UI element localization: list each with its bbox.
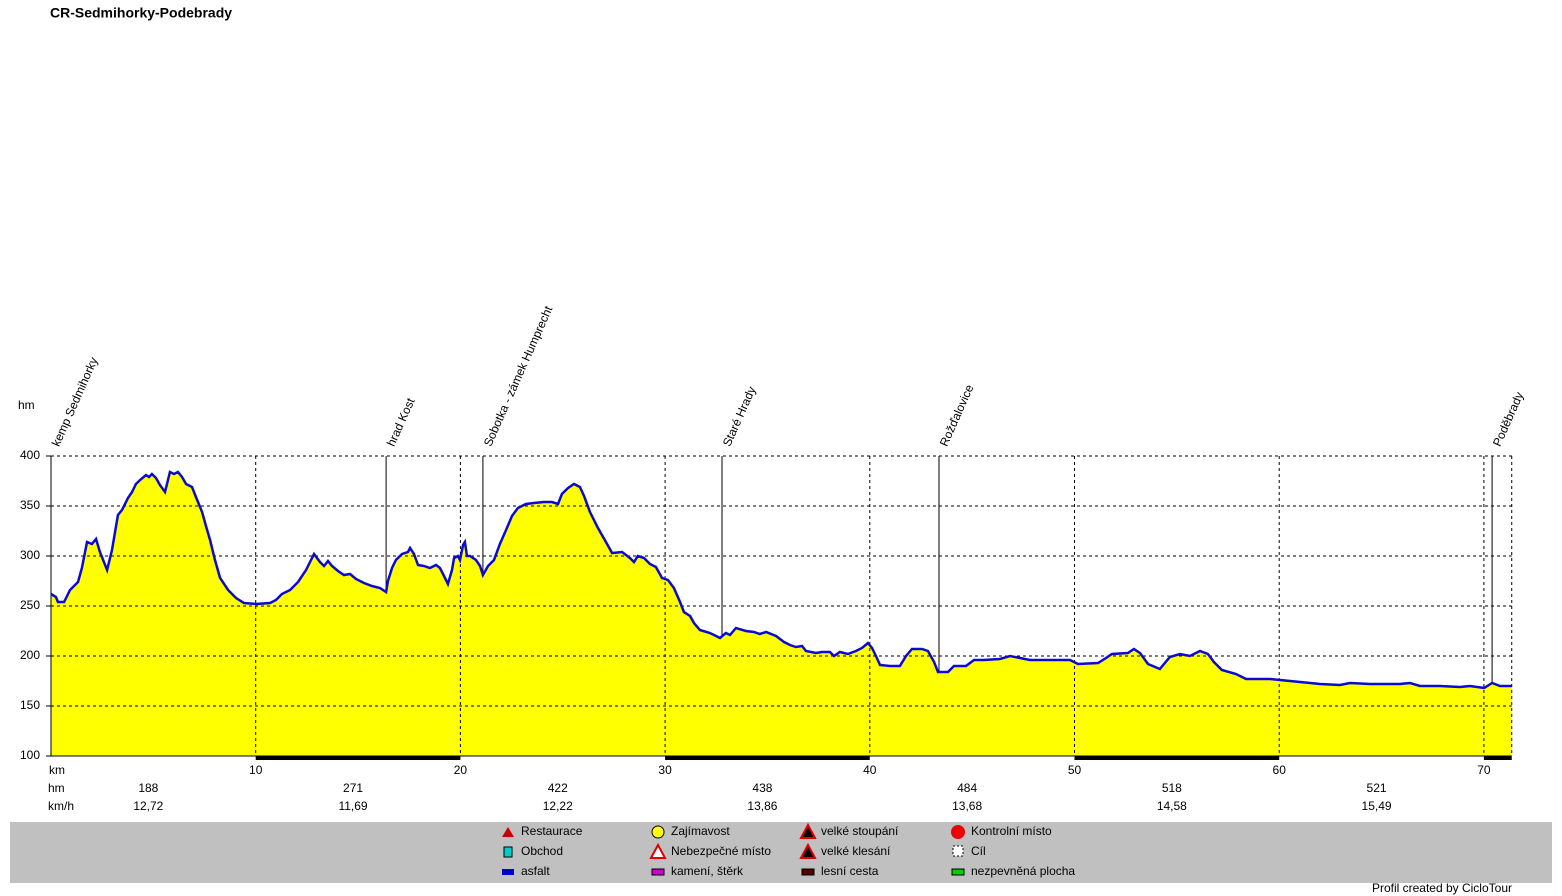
area-fill: [51, 472, 1512, 756]
legend-label: nezpevněná plocha: [971, 864, 1075, 878]
legend-icon: [502, 827, 514, 837]
legend-icon: [952, 845, 964, 857]
y-tick-label: 250: [20, 598, 40, 612]
waypoint-label: kemp Sedmihorky: [49, 355, 101, 448]
y-tick-label: 300: [20, 548, 40, 562]
y-tick-label: 200: [20, 648, 40, 662]
legend-label: Restaurace: [521, 824, 583, 838]
y-tick-label: 100: [20, 748, 40, 762]
row-value: 422: [548, 781, 568, 795]
x-tick-label: 20: [454, 763, 468, 777]
legend-icon: [502, 869, 514, 875]
x-tick-label: 10: [249, 763, 263, 777]
legend-icon: [651, 825, 665, 839]
legend-icon: [951, 825, 965, 839]
legend-box: [10, 822, 1552, 883]
scale-bar: [255, 756, 461, 760]
x-axis-label: km: [49, 763, 65, 777]
row-label: hm: [48, 781, 65, 795]
legend-label: Zajímavost: [671, 824, 730, 838]
row-value: 518: [1162, 781, 1182, 795]
scale-bar: [1074, 756, 1280, 760]
legend-icon: [801, 868, 815, 876]
elevation-line: [50, 470, 1512, 690]
y-tick-label: 150: [20, 698, 40, 712]
row-value: 521: [1367, 781, 1387, 795]
legend-label: velké klesání: [821, 844, 891, 858]
x-tick-label: 30: [658, 763, 672, 777]
legend-icon: [799, 822, 817, 839]
x-tick-label: 40: [863, 763, 877, 777]
scale-bar: [1483, 756, 1512, 760]
row-value: 13,68: [952, 799, 982, 813]
legend-icon: [951, 868, 965, 876]
row-value: 14,58: [1157, 799, 1187, 813]
row-value: 271: [343, 781, 363, 795]
waypoint-label: Rožďalovice: [937, 382, 977, 448]
waypoint-label: Poděbrady: [1490, 390, 1526, 449]
legend-icon: [649, 842, 667, 859]
row-value: 188: [138, 781, 158, 795]
legend-label: Nebezpečné místo: [671, 844, 771, 858]
footer: Profil created by CicloTour: [1372, 881, 1512, 895]
legend-icon: [799, 842, 817, 859]
row-value: 11,69: [338, 799, 367, 813]
legend-icon: [503, 846, 513, 858]
legend-label: Cíl: [971, 844, 986, 858]
y-axis-label: hm: [18, 398, 35, 412]
scale-bar: [665, 756, 870, 760]
legend-label: Obchod: [521, 844, 563, 858]
row-label: km/h: [48, 799, 74, 813]
row-value: 484: [957, 781, 977, 795]
legend-label: lesní cesta: [821, 864, 879, 878]
legend-label: Kontrolní místo: [971, 824, 1052, 838]
waypoint-label: Sobotka - zámek Humprecht: [481, 303, 556, 448]
legend-label: velké stoupání: [821, 824, 899, 838]
waypoint-label: hrad Kost: [384, 395, 418, 448]
legend-label: kamení, štěrk: [671, 864, 744, 878]
y-tick-label: 350: [20, 498, 40, 512]
row-value: 13,86: [747, 799, 777, 813]
x-tick-label: 60: [1273, 763, 1287, 777]
row-value: 15,49: [1362, 799, 1392, 813]
row-value: 438: [752, 781, 772, 795]
legend-label: asfalt: [521, 864, 550, 878]
row-value: 12,72: [133, 799, 163, 813]
legend-icon: [651, 868, 665, 876]
waypoint-label: Staré Hrady: [720, 384, 759, 448]
x-tick-label: 70: [1477, 763, 1491, 777]
chart-title: CR-Sedmihorky-Podebrady: [50, 5, 232, 21]
y-tick-label: 400: [20, 448, 40, 462]
x-tick-label: 50: [1068, 763, 1082, 777]
row-value: 12,22: [543, 799, 573, 813]
